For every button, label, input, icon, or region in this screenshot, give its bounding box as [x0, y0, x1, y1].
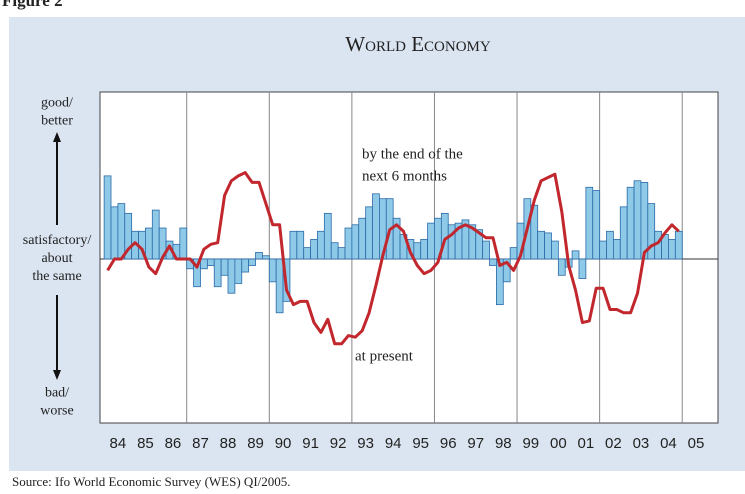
annotation: by the end of the	[362, 146, 463, 162]
bar	[633, 180, 642, 260]
annotation: at present	[355, 348, 414, 364]
x-tick-label: 88	[220, 435, 237, 452]
bar	[110, 206, 119, 260]
x-tick-label: 02	[605, 435, 622, 452]
x-tick-label: 98	[495, 435, 512, 452]
x-tick-label: 00	[550, 435, 567, 452]
bar	[262, 255, 270, 260]
bar	[578, 258, 587, 279]
y-tick-label: good/better	[41, 96, 73, 129]
y-tick-label: satisfactory/about the same	[23, 233, 92, 284]
bar	[103, 175, 112, 260]
x-tick-label: 89	[247, 435, 264, 452]
bar	[585, 186, 594, 260]
bar	[193, 258, 201, 288]
bar	[145, 227, 153, 260]
bar	[206, 258, 215, 266]
bar	[248, 258, 256, 266]
bar	[317, 230, 325, 260]
line	[106, 171, 680, 346]
x-tick-label: 96	[440, 435, 457, 452]
bar	[117, 203, 126, 260]
x-tick-label: 84	[110, 435, 127, 452]
x-tick-label: 86	[165, 435, 182, 452]
bar	[619, 206, 628, 260]
x-tick-label: 03	[633, 435, 650, 452]
bar	[612, 239, 621, 260]
bar	[674, 230, 683, 260]
bar	[310, 239, 318, 260]
bar	[289, 230, 298, 260]
bar	[275, 258, 284, 314]
figure-label: Figure 2	[2, 0, 63, 10]
bar	[599, 240, 607, 260]
bar	[255, 252, 263, 260]
chart-title: World Economy	[345, 32, 491, 56]
y-tick-label: bad/worse	[40, 386, 73, 419]
bar	[544, 232, 552, 260]
bar	[268, 258, 277, 283]
bar	[592, 190, 601, 260]
x-tick-label: 94	[385, 435, 402, 452]
bar	[640, 181, 649, 260]
bar	[323, 212, 332, 260]
bar	[330, 242, 339, 260]
bar	[571, 250, 580, 260]
x-tick-label: 05	[688, 435, 705, 452]
bar	[626, 186, 635, 260]
x-tick-label: 90	[275, 435, 292, 452]
x-tick-label: 93	[357, 435, 374, 452]
x-tick-label: 97	[467, 435, 484, 452]
source: Source: Ifo World Economic Survey (WES) …	[12, 474, 291, 489]
bar	[427, 222, 435, 260]
x-tick-label: 92	[330, 435, 347, 452]
bar	[413, 242, 422, 260]
bar	[482, 240, 490, 260]
bar	[557, 258, 566, 276]
bar	[220, 258, 229, 276]
bar	[344, 227, 353, 260]
bar	[509, 247, 518, 260]
bar	[372, 193, 380, 260]
x-tick-label: 04	[660, 435, 677, 452]
bar	[337, 247, 346, 260]
bar	[303, 247, 311, 260]
y-arrows	[53, 132, 61, 380]
bar	[213, 258, 222, 288]
bar	[358, 217, 367, 260]
bar	[420, 239, 428, 260]
bar	[151, 209, 160, 260]
bar	[179, 227, 188, 260]
x-tick-label: 91	[302, 435, 319, 452]
bar	[365, 206, 373, 260]
x-tick-label: 87	[192, 435, 209, 452]
bar	[241, 258, 250, 273]
bar	[351, 224, 360, 260]
bar	[200, 258, 208, 270]
bar	[537, 230, 545, 260]
bar	[447, 224, 456, 260]
bar	[502, 258, 511, 283]
bar	[606, 230, 614, 260]
bar	[227, 258, 236, 294]
bar	[296, 230, 305, 260]
annotation: next 6 months	[362, 168, 447, 184]
x-tick-label: 99	[522, 435, 539, 452]
bar	[551, 240, 559, 260]
bar	[489, 258, 497, 266]
x-tick-label: 85	[137, 435, 154, 452]
bar	[234, 258, 243, 284]
x-tick-label: 95	[412, 435, 429, 452]
bar	[668, 239, 676, 260]
bar	[647, 203, 656, 260]
x-tick-label: 01	[578, 435, 595, 452]
